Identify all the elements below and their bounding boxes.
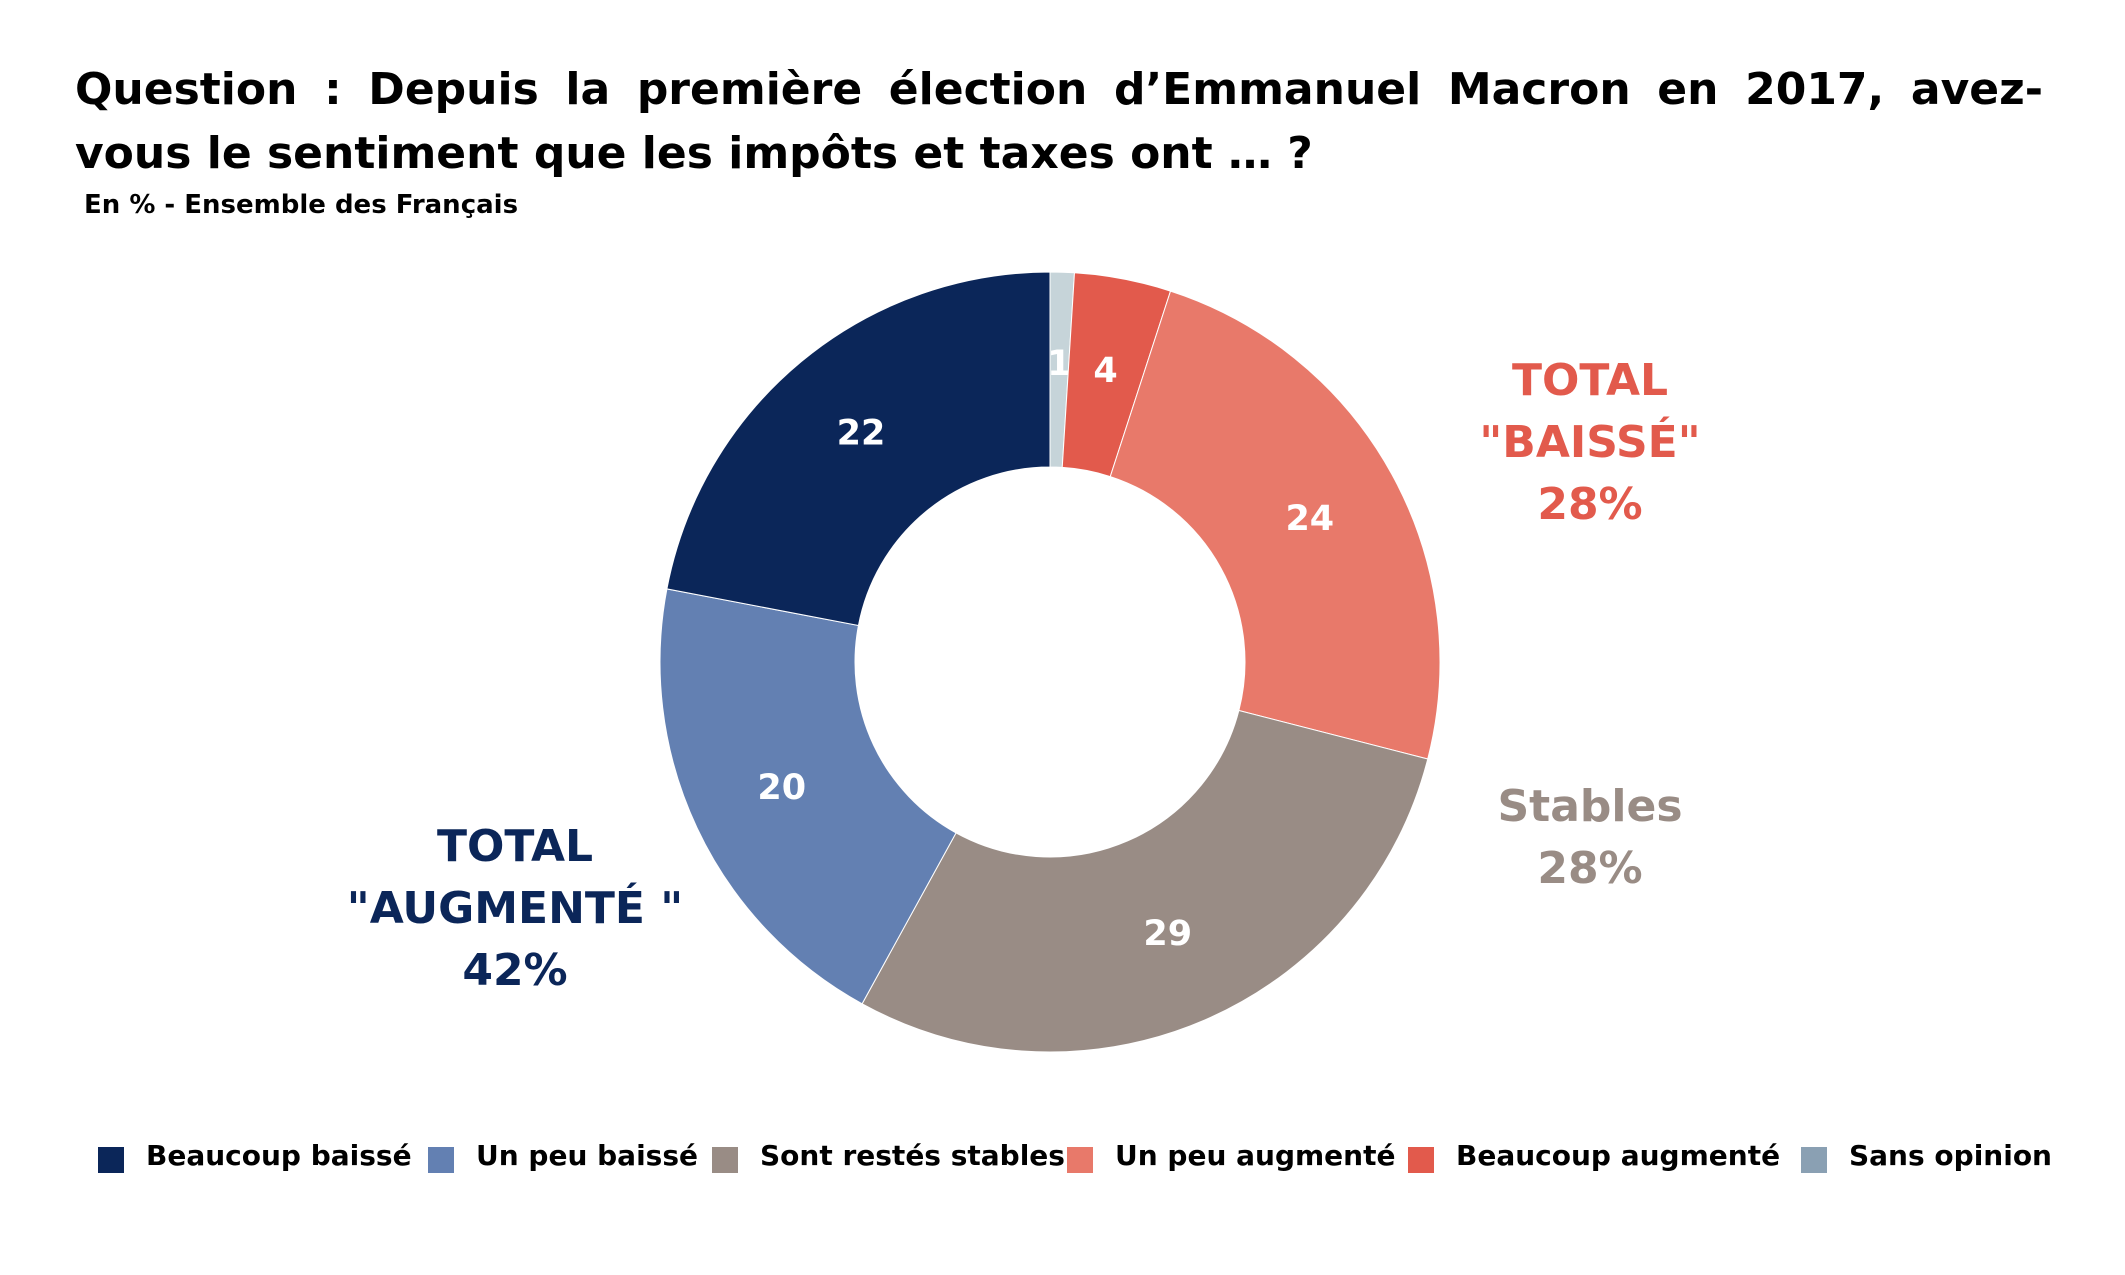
total-stables-label: Stables 28% xyxy=(1430,776,1750,900)
legend-label-un-peu-baisse: Un peu baissé xyxy=(476,1139,698,1172)
slice-label-beaucoup-augmente: 4 xyxy=(1093,351,1117,391)
slice-un-peu-augmente xyxy=(1109,290,1441,760)
total-baisse-line-3: 28% xyxy=(1537,479,1643,530)
slice-un-peu-baisse xyxy=(659,588,957,1005)
slice-label-un-peu-augmente: 24 xyxy=(1285,499,1334,539)
total-augmente-line-1: TOTAL xyxy=(436,821,594,872)
legend-swatch-stables xyxy=(712,1147,738,1173)
legend-label-un-peu-augmente: Un peu augmenté xyxy=(1115,1139,1396,1172)
legend-label-sans-opinion: Sans opinion xyxy=(1849,1139,2052,1172)
chart-legend: Beaucoup baissé Un peu baissé Sont resté… xyxy=(0,1135,2125,1195)
total-augmente-line-2: "AUGMENTÉ " xyxy=(346,883,684,934)
total-stables-line-2: 28% xyxy=(1537,843,1643,894)
slice-label-un-peu-baisse: 20 xyxy=(757,768,806,808)
total-baisse-line-2: "BAISSÉ" xyxy=(1479,417,1701,468)
chart-title: Question : Depuis la première élection d… xyxy=(75,64,2043,179)
legend-label-beaucoup-augmente: Beaucoup augmenté xyxy=(1456,1139,1781,1172)
legend-swatch-beaucoup-augmente xyxy=(1408,1147,1434,1173)
total-augmente-line-3: 42% xyxy=(462,945,568,996)
total-baisse-line-1: TOTAL xyxy=(1511,355,1669,406)
legend-swatch-sans-opinion xyxy=(1801,1147,1827,1173)
legend-swatch-un-peu-baisse xyxy=(428,1147,454,1173)
slice-label-stables: 29 xyxy=(1143,914,1192,954)
chart-subtitle: En % - Ensemble des Français xyxy=(84,190,519,220)
legend-label-beaucoup-baisse: Beaucoup baissé xyxy=(146,1139,412,1172)
slice-stables xyxy=(861,709,1429,1053)
legend-swatch-un-peu-augmente xyxy=(1067,1147,1093,1173)
total-baisse-label: TOTAL "BAISSÉ" 28% xyxy=(1430,350,1750,536)
total-augmente-label: TOTAL "AUGMENTÉ " 42% xyxy=(330,816,700,1002)
slice-beaucoup-baisse xyxy=(666,271,1051,627)
total-stables-line-1: Stables xyxy=(1497,781,1683,832)
legend-swatch-beaucoup-baisse xyxy=(98,1147,124,1173)
legend-label-stables: Sont restés stables xyxy=(760,1139,1065,1172)
slice-label-beaucoup-baisse: 22 xyxy=(837,414,886,454)
